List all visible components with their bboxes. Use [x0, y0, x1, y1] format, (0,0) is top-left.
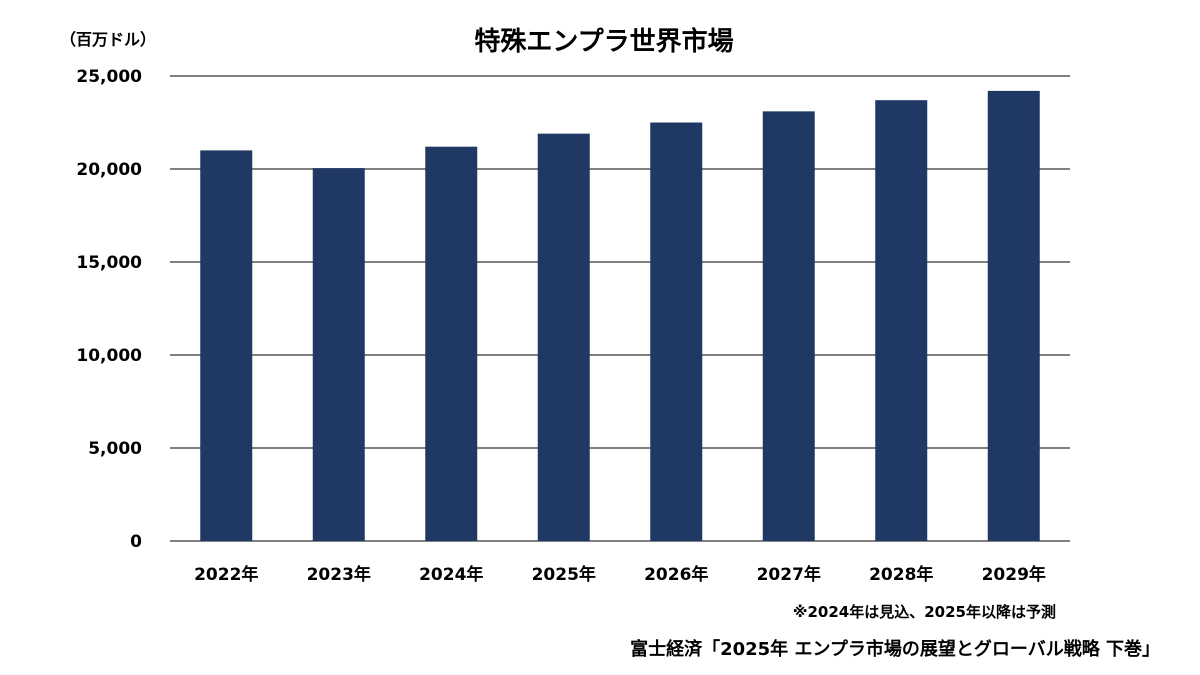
x-tick-label: 2024年 [419, 564, 483, 585]
bar [312, 168, 365, 541]
bar [987, 90, 1040, 541]
y-axis-tick-labels: 0 5,000 10,000 15,000 20,000 25,000 [76, 67, 142, 552]
x-tick-label: 2027年 [757, 564, 821, 585]
y-tick-label: 10,000 [76, 346, 142, 366]
bar [875, 100, 928, 542]
y-tick-label: 5,000 [88, 439, 142, 459]
gridlines [170, 75, 1070, 542]
x-tick-label: 2029年 [982, 564, 1046, 585]
bar [425, 146, 478, 541]
chart-title: 特殊エンプラ世界市場 [474, 26, 733, 57]
source-citation: 富士経済「2025年 エンプラ市場の展望とグローバル戦略 下巻」 [630, 638, 1160, 660]
bar [537, 133, 590, 541]
x-tick-label: 2028年 [869, 564, 933, 585]
bar [762, 111, 815, 541]
bar [650, 122, 703, 541]
x-axis-tick-labels: 2022年 2023年 2024年 2025年 2026年 2027年 2028年 2029年 [194, 564, 1046, 585]
y-axis-unit-label: （百万ドル） [60, 30, 156, 49]
y-tick-label: 0 [130, 532, 142, 552]
y-tick-label: 25,000 [76, 67, 142, 87]
bar [200, 150, 253, 541]
y-tick-label: 15,000 [76, 253, 142, 273]
x-tick-label: 2022年 [194, 564, 258, 585]
x-tick-label: 2026年 [644, 564, 708, 585]
x-tick-label: 2023年 [307, 564, 371, 585]
forecast-note: ※2024年は見込、2025年以降は予測 [793, 603, 1056, 621]
bars [200, 90, 1040, 542]
y-tick-label: 20,000 [76, 160, 142, 180]
x-tick-label: 2025年 [532, 564, 596, 585]
